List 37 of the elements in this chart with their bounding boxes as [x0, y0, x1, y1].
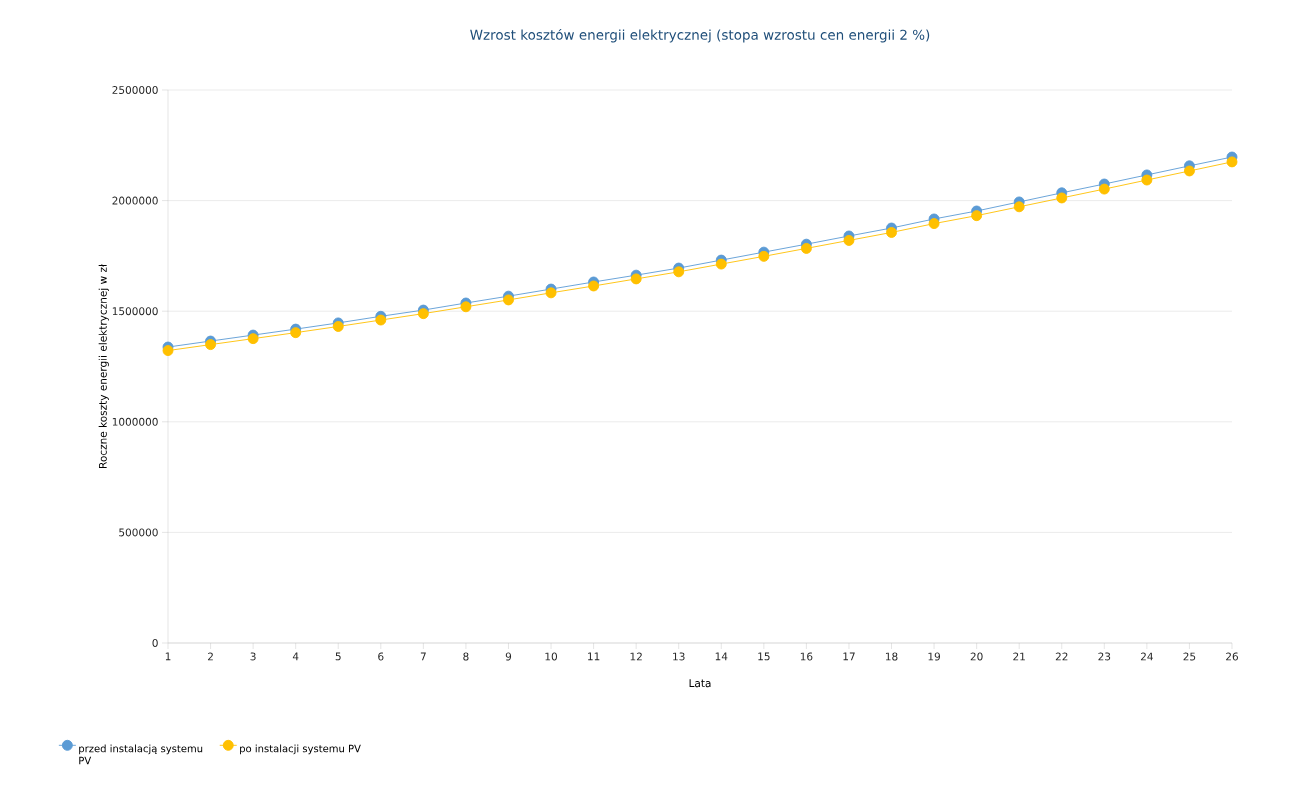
legend-label: przed instalacją systemu PV [79, 744, 203, 765]
y-tick-label: 500000 [119, 528, 158, 537]
x-tick-label: 18 [885, 652, 898, 661]
x-tick-label: 5 [335, 652, 341, 661]
legend-label: po instalacji systemu PV [240, 744, 361, 755]
y-tick-label: 0 [152, 639, 158, 647]
x-tick-label: 2 [207, 652, 213, 661]
x-tick-label: 3 [250, 652, 256, 661]
x-tick-label: 6 [378, 652, 384, 661]
y-tick-label: 2500000 [112, 86, 158, 94]
x-tick-label: 1 [165, 652, 171, 661]
x-tick-label: 10 [545, 652, 558, 661]
x-tick-label: 22 [1055, 652, 1068, 661]
x-tick-label: 7 [420, 652, 426, 661]
x-axis-title: Lata [689, 679, 711, 688]
x-tick-label: 24 [1140, 652, 1153, 661]
x-tick-label: 14 [715, 652, 728, 661]
x-tick-label: 21 [1013, 652, 1025, 661]
x-tick-label: 16 [800, 652, 813, 661]
x-tick-label: 15 [758, 652, 770, 661]
x-tick-label: 26 [1226, 652, 1238, 661]
x-tick-label: 23 [1098, 652, 1111, 661]
x-tick-label: 25 [1183, 652, 1196, 661]
x-tick-label: 17 [843, 652, 855, 661]
x-tick-label: 12 [630, 652, 642, 661]
y-axis-title: Roczne koszty energii elektrycznej w zł [98, 263, 109, 468]
y-tick-label: 2000000 [112, 196, 158, 205]
x-tick-label: 13 [673, 652, 685, 661]
x-tick-label: 9 [505, 652, 512, 661]
x-tick-label: 8 [463, 652, 469, 661]
x-tick-label: 20 [970, 652, 983, 661]
chart-title: Wzrost kosztów energii elektrycznej (stopa wzrostu cen energii 2 %) [470, 28, 930, 43]
x-tick-label: 11 [588, 652, 600, 661]
y-tick-label: 1000000 [112, 417, 158, 426]
x-tick-label: 19 [928, 652, 941, 661]
x-tick-label: 4 [292, 652, 299, 661]
y-tick-label: 1500000 [112, 307, 158, 316]
